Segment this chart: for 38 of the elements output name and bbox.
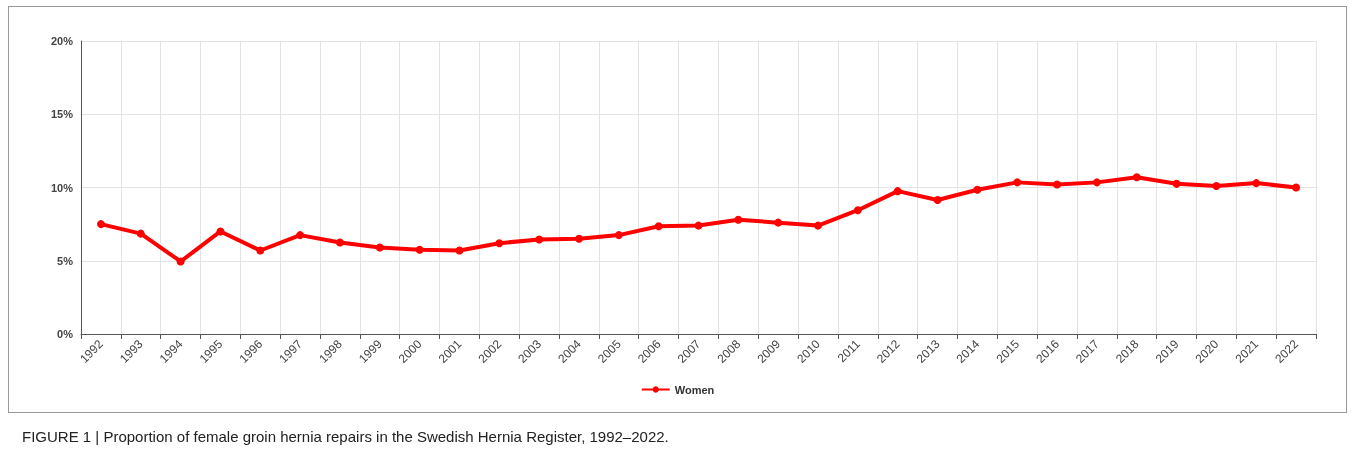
- point: [973, 185, 982, 194]
- point: [256, 246, 265, 255]
- point: [136, 229, 145, 238]
- point: [574, 234, 583, 243]
- point: [1212, 182, 1221, 191]
- point: [734, 215, 743, 224]
- point: [1132, 173, 1141, 182]
- caption: FIGURE 1 | Proportion of female groin hernia repairs in the Swedish Hernia Register, 1992–2022.: [22, 428, 669, 445]
- point: [1292, 183, 1301, 192]
- point: [495, 239, 504, 248]
- point: [814, 221, 823, 230]
- y-tick-label: 15%: [50, 108, 74, 121]
- point: [654, 222, 663, 231]
- point: [933, 195, 942, 204]
- point: [535, 235, 544, 244]
- point: [614, 231, 623, 240]
- point: [774, 218, 783, 227]
- point: [415, 245, 424, 254]
- point: [1013, 178, 1022, 187]
- point: [375, 243, 384, 252]
- point: [455, 246, 464, 255]
- legend-label: Women: [674, 383, 715, 396]
- y-tick-label: 5%: [57, 254, 74, 267]
- point: [176, 257, 185, 266]
- point: [1053, 180, 1062, 189]
- point: [1172, 179, 1181, 188]
- point: [1092, 178, 1101, 187]
- point: [96, 220, 105, 229]
- point: [1252, 179, 1261, 188]
- point: [694, 221, 703, 230]
- y-tick-label: 10%: [50, 181, 74, 194]
- y-tick-label: 20%: [50, 35, 74, 47]
- point: [853, 206, 862, 215]
- y-tick-label: 0%: [57, 328, 74, 340]
- point: [216, 227, 225, 236]
- point: [893, 187, 902, 196]
- point: [335, 238, 344, 247]
- point: [296, 231, 305, 240]
